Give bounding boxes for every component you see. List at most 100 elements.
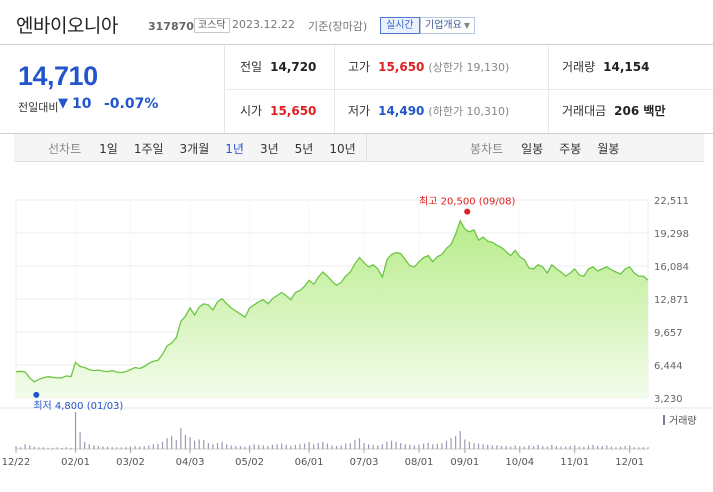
volume-bar <box>93 445 95 449</box>
price-chart[interactable]: 22,511 19,298 16,084 12,871 9,657 6,444 3,230 … <box>0 162 713 492</box>
volume-bar <box>47 447 49 449</box>
volume-bar <box>203 440 205 449</box>
high-annotation: 최고 20,500 (09/08) <box>419 196 515 208</box>
high-value: 15,650 <box>378 60 425 74</box>
volume-bar <box>125 447 127 449</box>
volume-bar <box>331 445 333 449</box>
volume-bar <box>61 447 63 449</box>
tab-5year[interactable]: 5년 <box>294 141 314 156</box>
volume-bar <box>308 441 310 449</box>
volume-bar <box>578 446 580 449</box>
volume-bar <box>496 445 498 449</box>
low-marker <box>33 391 40 398</box>
volume-bar <box>143 446 145 449</box>
x-tick-label: 09/01 <box>450 457 479 468</box>
volume-bar <box>84 441 86 449</box>
open-label: 시가 <box>240 104 263 118</box>
volume-bar <box>253 444 255 449</box>
volume-bar <box>207 443 209 449</box>
volume-bar <box>161 441 164 449</box>
volume-bar <box>601 446 603 449</box>
volume-bar <box>148 445 150 449</box>
volume-bar <box>244 446 246 449</box>
tab-1day[interactable]: 1일 <box>99 141 118 156</box>
volume-bar <box>381 444 383 449</box>
volume-bar <box>129 446 132 449</box>
x-axis-ticks: 12/22 02/01 03/02 04/03 05/02 06/01 07/03 08/01… <box>2 449 644 468</box>
volume-bar <box>290 446 292 449</box>
volume-bar <box>358 438 361 449</box>
volume-bar <box>583 446 585 449</box>
change-label: 전일대비 <box>18 101 59 114</box>
volume-bar <box>285 444 287 449</box>
volume-bar <box>74 412 77 449</box>
row-divider <box>226 89 713 90</box>
volume-bar <box>175 440 177 449</box>
tab-3year[interactable]: 3년 <box>259 141 279 156</box>
volume-bar <box>24 444 26 449</box>
volume-bar <box>404 444 406 449</box>
volume-bar <box>574 445 576 449</box>
volume-bar <box>303 443 306 449</box>
volume-bar <box>88 444 90 449</box>
tab-1year[interactable]: 1년 <box>225 141 244 156</box>
volume-bar <box>473 443 475 449</box>
volume-bar <box>542 446 544 449</box>
current-price: 14,710 <box>18 61 98 91</box>
upper-limit: (상한가 19,130) <box>428 61 510 74</box>
volume-bar <box>432 444 434 449</box>
volume-bar <box>345 443 347 449</box>
tab-1week[interactable]: 1주일 <box>133 141 164 156</box>
volume-bar <box>377 445 379 449</box>
y-tick-label: 12,871 <box>654 295 689 306</box>
company-overview-button[interactable]: 기업개요 ▼ <box>420 17 475 34</box>
volume-bar <box>427 443 429 449</box>
volume-bar <box>226 444 228 449</box>
volume-bar <box>111 447 113 449</box>
realtime-button[interactable]: 실시간 <box>380 17 420 34</box>
tab-weekly-candle[interactable]: 주봉 <box>559 141 582 156</box>
volume-bar <box>592 444 594 449</box>
current-price-box: 14,710 전일대비 ▼ 10 -0.07% <box>0 45 225 133</box>
volume-bar <box>349 443 351 449</box>
volume-bar <box>468 441 470 449</box>
open-value: 15,650 <box>270 104 317 118</box>
low-value: 14,490 <box>378 104 425 118</box>
volume-bar <box>271 444 274 449</box>
x-tick-label: 08/01 <box>405 457 434 468</box>
price-summary: 14,710 전일대비 ▼ 10 -0.07% 전일 14,720 고가 15,65… <box>0 44 713 134</box>
volume-bar <box>418 444 420 449</box>
volume-bar <box>445 440 448 449</box>
trade-amount-value: 206 백만 <box>614 104 666 118</box>
volume-bar <box>560 446 562 449</box>
volume-bar <box>248 445 251 449</box>
volume-bar <box>258 444 260 449</box>
high-low-markers: 최고 20,500 (09/08) 최저 4,800 (01/03) <box>33 196 516 412</box>
volume-bar <box>102 446 104 449</box>
volume-bar <box>56 447 58 449</box>
volume-bar <box>33 446 35 449</box>
tab-3month[interactable]: 3개월 <box>179 141 210 156</box>
volume-bar <box>116 447 118 449</box>
open-cell: 시가 15,650 <box>240 101 316 121</box>
volume-bar <box>313 444 315 449</box>
volume-legend: 거래량 <box>669 415 697 427</box>
volume-bar <box>587 445 590 449</box>
change-rate: -0.07% <box>104 96 159 112</box>
volume-bar <box>180 428 182 449</box>
volume-bar <box>134 446 136 449</box>
volume-bar <box>139 446 141 449</box>
chevron-down-icon: ▼ <box>463 21 470 30</box>
volume-bar <box>171 435 173 449</box>
volume-bar <box>267 446 269 449</box>
tab-daily-candle[interactable]: 일봉 <box>521 141 544 156</box>
volume-bars <box>15 412 649 449</box>
volume-bar <box>606 445 608 449</box>
high-label: 고가 <box>348 60 371 74</box>
volume-bar <box>464 439 466 449</box>
tab-10year[interactable]: 10년 <box>329 141 356 156</box>
volume-bar <box>436 443 438 449</box>
volume-bar <box>441 443 443 449</box>
tab-monthly-candle[interactable]: 월봉 <box>597 141 620 156</box>
x-tick-label: 11/01 <box>560 457 589 468</box>
